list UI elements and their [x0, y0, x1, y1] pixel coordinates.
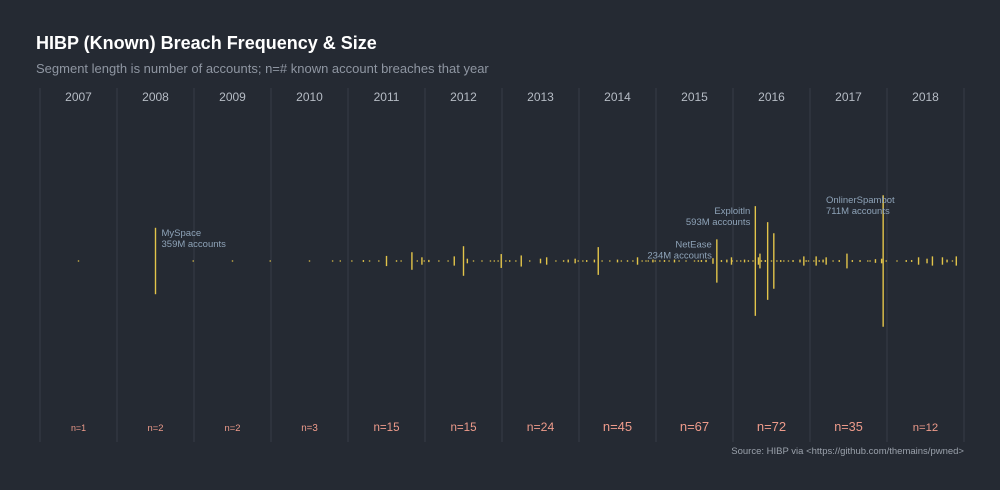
- year-label-2008: 2008: [142, 90, 169, 104]
- year-label-2009: 2009: [219, 90, 246, 104]
- annotation-accounts: 593M accounts: [686, 217, 751, 228]
- breach-count-2018: n=12: [913, 422, 938, 434]
- breach-count-2015: n=67: [680, 419, 709, 434]
- breach-count-2009: n=2: [225, 422, 241, 433]
- breach-count-2010: n=3: [301, 423, 318, 434]
- year-label-2017: 2017: [835, 90, 862, 104]
- breach-count-2013: n=24: [527, 420, 555, 434]
- year-label-2012: 2012: [450, 90, 477, 104]
- annotation-name: OnlinerSpambot: [826, 195, 895, 206]
- year-label-2018: 2018: [912, 90, 939, 104]
- breach-count-2014: n=45: [603, 419, 632, 434]
- year-label-2013: 2013: [527, 90, 554, 104]
- annotation-name: NetEase: [675, 239, 711, 250]
- breach-count-2007: n=1: [71, 423, 86, 433]
- chart-subtitle: Segment length is number of accounts; n=…: [36, 61, 489, 76]
- breach-count-2008: n=2: [148, 422, 164, 433]
- year-label-2011: 2011: [374, 90, 400, 104]
- breach-count-2012: n=15: [450, 421, 476, 434]
- year-label-2010: 2010: [296, 90, 323, 104]
- breach-count-2016: n=72: [757, 419, 786, 434]
- year-label-2015: 2015: [681, 90, 708, 104]
- breach-count-2017: n=35: [834, 420, 863, 434]
- chart-title: HIBP (Known) Breach Frequency & Size: [36, 33, 377, 53]
- year-label-2007: 2007: [65, 90, 92, 104]
- breach-count-2011: n=15: [373, 421, 399, 434]
- annotation-accounts: 234M accounts: [647, 250, 712, 261]
- annotation-name: Exploitln: [714, 206, 750, 217]
- annotation-accounts: 359M accounts: [162, 239, 227, 250]
- chart-caption: Source: HIBP via <https://github.com/the…: [731, 446, 964, 457]
- year-label-2014: 2014: [604, 90, 631, 104]
- annotation-accounts: 711M accounts: [826, 206, 890, 217]
- annotation-name: MySpace: [162, 228, 202, 239]
- year-label-2016: 2016: [758, 90, 785, 104]
